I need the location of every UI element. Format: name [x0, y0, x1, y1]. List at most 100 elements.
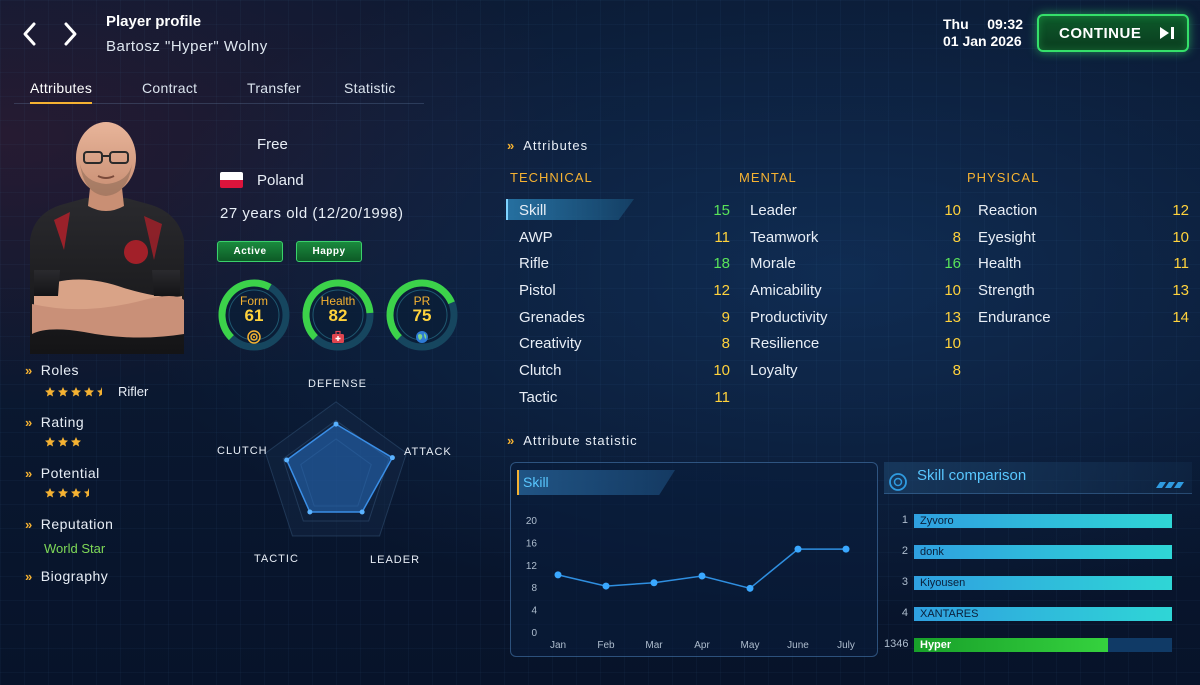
skill-data-point[interactable] [698, 572, 706, 580]
comparison-row[interactable]: 2 donk [884, 545, 1184, 559]
skill-data-point[interactable] [554, 571, 562, 579]
star-icon [71, 437, 81, 447]
roles-label: Roles [40, 362, 80, 378]
comparison-bar [914, 576, 1172, 590]
radar-label-leader: LEADER [370, 554, 421, 566]
comparison-bar [914, 638, 1108, 652]
attribute-value: 16 [944, 254, 961, 272]
comparison-player-name: Hyper [920, 639, 952, 651]
gauge-fill-arc [386, 279, 455, 341]
half-star-icon [97, 386, 107, 396]
roles-header[interactable]: » Roles [25, 362, 79, 378]
star-icon [45, 437, 55, 447]
skill-data-point[interactable] [794, 545, 802, 553]
reputation-value: World Star [44, 541, 106, 556]
skill-data-point[interactable] [650, 579, 658, 587]
tab-transfer[interactable]: Transfer [247, 80, 302, 96]
comparison-row[interactable]: 1346 Hyper [884, 638, 1184, 652]
comparison-bar [914, 514, 1172, 528]
chevron-right-icon: » [25, 516, 33, 532]
star-icon [84, 386, 94, 396]
attribute-name: Skill [519, 201, 547, 219]
back-arrow-icon[interactable] [18, 20, 42, 48]
star-icon [58, 386, 68, 396]
attribute-value: 8 [952, 228, 961, 246]
reputation-header[interactable]: » Reputation [25, 516, 113, 532]
attribute-value: 10 [713, 361, 730, 379]
attribute-name: AWP [519, 228, 553, 246]
pr-gauge: PR 75 [385, 278, 459, 352]
rating-label: Rating [40, 414, 85, 430]
comparison-rank: 1346 [884, 638, 909, 650]
gauge-value: 75 [412, 306, 432, 325]
attribute-name: Productivity [750, 308, 828, 326]
tab-contract[interactable]: Contract [142, 80, 198, 96]
x-tick-label: Apr [694, 640, 710, 651]
star-icon [45, 488, 55, 498]
comparison-bar-track: XANTARES [914, 607, 1172, 621]
radar-point [284, 457, 290, 463]
comparison-row[interactable]: 3 Kiyousen [884, 576, 1184, 590]
comparison-rank: 1 [901, 514, 908, 526]
attribute-value: 18 [713, 254, 730, 272]
gauge-value: 82 [328, 306, 348, 325]
attribute-value: 10 [944, 201, 961, 219]
age: 27 years old (12/20/1998) [220, 205, 404, 222]
attributes-title: Attributes [523, 138, 589, 153]
attribute-value: 8 [952, 361, 961, 379]
comparison-row[interactable]: 1 Zyvoro [884, 514, 1184, 528]
skill-chart-panel: Skill 20 16 12 8 4 0 Jan Feb Mar Apr May June July [510, 462, 878, 657]
radar-svg [264, 401, 408, 537]
role-value: Rifler [118, 384, 149, 399]
star-icon [58, 488, 68, 498]
date-text: 01 Jan 2026 [943, 33, 1022, 49]
chevron-right-icon: » [507, 138, 516, 153]
attribute-value: 10 [944, 334, 961, 352]
attribute-value: 13 [1172, 281, 1189, 299]
comparison-rank: 4 [901, 607, 908, 619]
x-tick-label: Jan [550, 640, 566, 651]
radar-label-attack: ATTACK [404, 446, 452, 458]
attribute-name: Rifle [519, 254, 550, 272]
potential-header[interactable]: » Potential [25, 465, 100, 481]
attribute-value: 10 [1172, 228, 1189, 246]
reputation-label: Reputation [40, 516, 114, 532]
tab-statistic[interactable]: Statistic [344, 80, 396, 96]
form-gauge: Form 61 [217, 278, 291, 352]
star-icon [45, 386, 55, 396]
skill-chart-tab[interactable] [517, 470, 675, 495]
comparison-row[interactable]: 4 XANTARES [884, 607, 1184, 621]
skill-comparison-panel: Skill comparison 1 Zyvoro 2 donk 3 Kiyousen 4 X… [884, 462, 1194, 657]
attribute-value: 11 [1173, 254, 1189, 272]
attribute-value: 13 [944, 308, 961, 326]
skill-data-point[interactable] [746, 584, 754, 592]
comparison-player-name: donk [920, 546, 944, 558]
mental-header: MENTAL [739, 170, 797, 185]
comparison-rank: 2 [901, 545, 908, 557]
y-tick-label: 16 [526, 538, 538, 549]
date-time: Thu 09:32 01 Jan 2026 [943, 16, 1023, 50]
attribute-value: 14 [1172, 308, 1189, 326]
attribute-name: Creativity [519, 334, 582, 352]
tab-attributes[interactable]: Attributes [30, 80, 93, 104]
selected-attribute-highlight [506, 199, 634, 220]
gauge-label: Form [240, 294, 268, 308]
time-text: 09:32 [987, 16, 1023, 32]
status-badge-active: Active [217, 241, 283, 262]
forward-arrow-icon[interactable] [58, 20, 82, 48]
chevron-right-icon: » [25, 414, 33, 430]
attribute-name: Health [978, 254, 1022, 272]
rating-header[interactable]: » Rating [25, 414, 84, 430]
skill-data-point[interactable] [602, 582, 610, 590]
country: Poland [257, 172, 304, 189]
skill-data-point[interactable] [842, 545, 850, 553]
biography-header[interactable]: » Biography [25, 568, 108, 584]
attribute-value: 10 [944, 281, 961, 299]
radar-label-clutch: CLUTCH [217, 445, 268, 457]
comparison-bar [914, 607, 1172, 621]
attribute-statistic-title: Attribute statistic [523, 433, 638, 448]
attribute-value: 12 [1172, 201, 1189, 219]
continue-button[interactable]: CONTINUE [1037, 14, 1189, 52]
attribute-value: 8 [721, 334, 730, 352]
gauge-fill-arc [218, 279, 272, 341]
